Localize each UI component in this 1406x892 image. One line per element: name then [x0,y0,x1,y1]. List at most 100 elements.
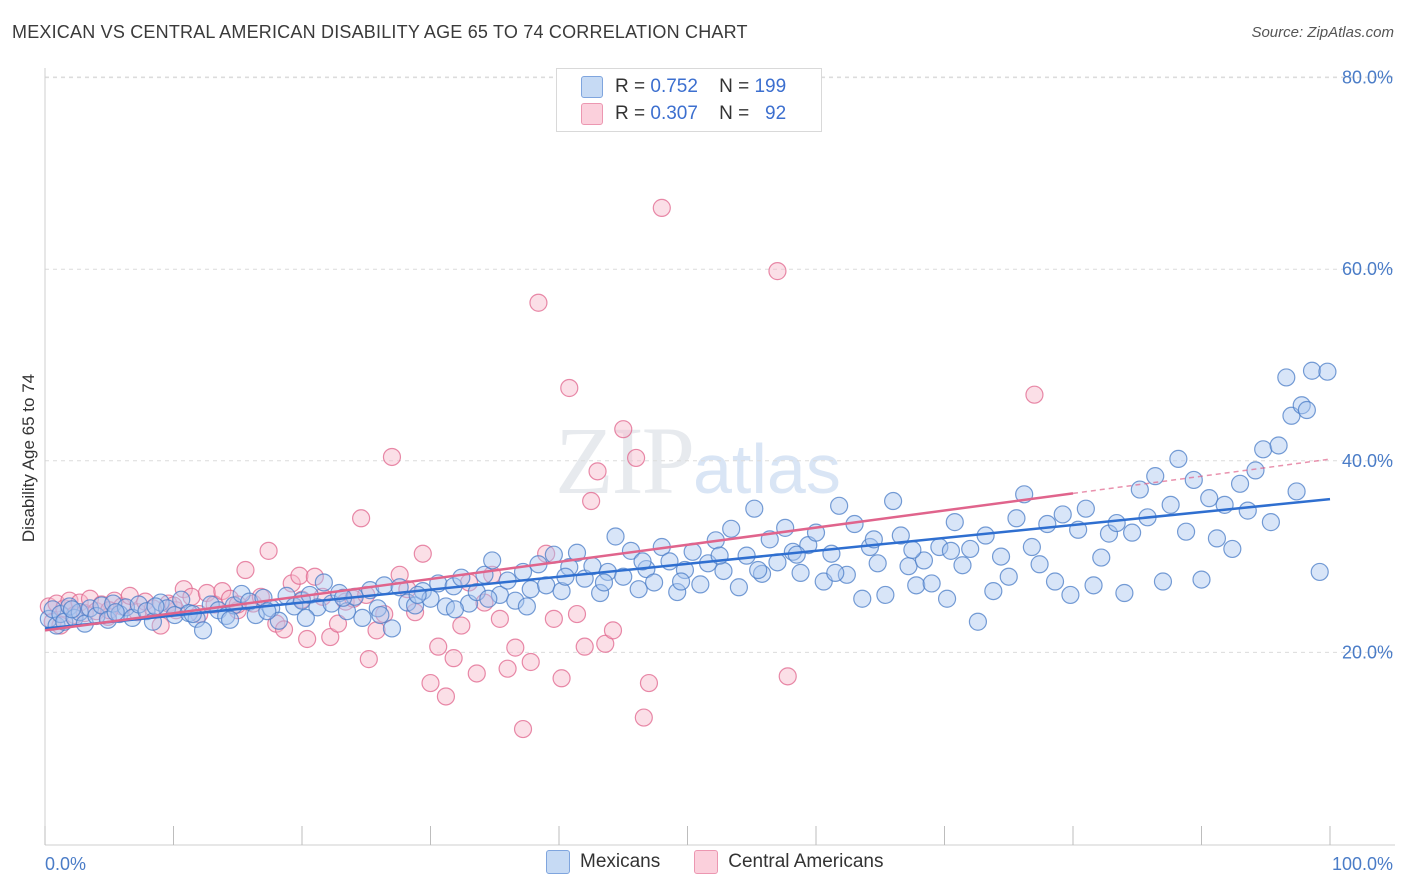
mexicans-point [1084,576,1103,595]
mexicans-point [899,557,918,576]
mexicans-point [903,540,922,559]
mexicans-point [1146,467,1165,486]
mexicans-point [791,563,810,582]
central-americans-point [405,603,425,622]
central-americans-point [506,638,525,657]
mexicans-point [1297,400,1316,420]
mexicans-point [382,619,402,638]
legend-r-label: R = [615,76,646,97]
mexicans-point [371,605,390,625]
mexicans-point [1192,570,1211,589]
mexicans-point [220,610,240,629]
central-americans-point [634,708,653,727]
central-americans-trend-line [44,492,1074,632]
mexicans-point [729,578,749,597]
mexicans-point [467,582,486,602]
central-americans-point [521,652,540,672]
mexicans-point [1169,449,1188,468]
mexicans-point [606,527,625,546]
series-legend-central-americans: Central Americans [694,850,883,874]
y-tick-label: 20.0% [1342,642,1393,662]
y-tick-label: 80.0% [1342,68,1393,88]
mexicans-point [314,573,333,592]
central-americans-point [352,509,371,528]
mexicans-point [1223,539,1242,559]
chart-title: MEXICAN VS CENTRAL AMERICAN DISABILITY A… [12,22,748,42]
central-americans-point [626,448,646,468]
mexicans-point [991,547,1011,566]
mexicans-point [594,573,614,592]
mexicans-point [968,612,988,631]
mexicans-point [1045,572,1065,591]
mexicans-point [826,563,845,582]
central-americans-point [174,580,193,599]
mexicans-point [1092,548,1111,567]
legend-row-mexicans: R = 0.752 N = 199 [581,74,786,100]
series-swatch-mexicans [546,850,570,874]
mexicans-point [483,551,502,570]
central-americans-point [768,262,787,281]
mexicans-point [614,567,633,586]
central-americans-points [39,198,1044,739]
mexicans-point [1246,461,1265,480]
x-tick-label: 0.0% [45,854,86,874]
mexicans-point [552,581,571,601]
mexicans-trend-line [44,497,1331,630]
mexicans-point [984,581,1003,601]
mexicans-point [408,585,427,605]
mexicans-point [521,580,540,599]
mexicans-point [1176,522,1196,541]
mexicans-point [106,603,125,622]
series-legend-mexicans: Mexicans [546,850,660,874]
central-americans-point [652,198,671,217]
mexicans-point [1076,499,1095,518]
mexicans-point [937,589,957,608]
mexicans-point [479,589,498,608]
mexicans-point [737,546,756,565]
central-americans-point [367,621,386,640]
central-americans-point [575,637,594,656]
central-americans-point [298,629,317,649]
central-americans-point [588,462,607,481]
x-tick-label: 100.0% [1332,854,1393,874]
mexicans-point [1238,501,1257,520]
mexicans-point [961,539,980,559]
mexicans-point [868,554,887,573]
y-axis-label: Disability Age 65 to 74 [19,374,38,542]
legend-n-value: 92 [765,103,787,124]
central-americans-point [290,566,309,585]
series-swatch-central-americans [694,850,719,874]
mexicans-point [506,591,525,610]
mexicans-point [591,583,610,603]
mexicans-point [60,597,79,616]
mexicans-point [1230,474,1250,493]
mexicans-point [776,518,795,537]
mexicans-point [914,551,934,570]
central-americans-point [582,491,601,511]
series-name-central-americans: Central Americans [728,851,884,872]
central-americans-point [382,447,402,467]
central-americans-point [498,659,517,678]
series-legend: Mexicans Central Americans [546,850,917,874]
y-tick-label: 40.0% [1342,451,1393,471]
mexicans-point [1277,368,1296,387]
mexicans-point [837,565,856,584]
legend-swatch-central-americans [581,103,603,125]
central-americans-point [467,664,486,683]
mexicans-point [999,567,1018,586]
mexicans-point [787,545,806,564]
mexicans-point [146,597,165,616]
central-americans-point [567,604,587,624]
mexicans-point [452,568,471,587]
central-americans-point [603,621,623,640]
mexicans-point [830,496,849,515]
central-americans-point [452,616,471,635]
central-americans-point [639,673,659,693]
central-americans-point [213,581,232,601]
legend-swatch-mexicans [581,76,603,98]
y-tick-label: 60.0% [1342,259,1393,279]
mexicans-point [296,608,315,628]
mexicans-point [172,590,191,609]
mexicans-point [745,499,764,518]
